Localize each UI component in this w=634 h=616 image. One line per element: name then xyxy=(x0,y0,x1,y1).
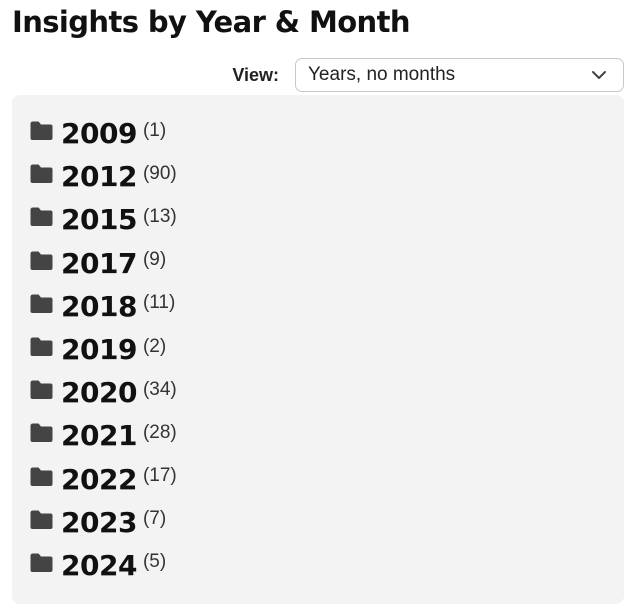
year-count: (9) xyxy=(142,249,167,271)
year-count: (13) xyxy=(142,205,177,227)
year-label: 2015 xyxy=(61,203,137,237)
year-count: (34) xyxy=(142,378,177,400)
folder-icon xyxy=(30,294,53,313)
view-select-dropdown[interactable]: Years, no months xyxy=(295,58,624,92)
year-item[interactable]: 2018 (11) xyxy=(29,285,624,328)
year-item[interactable]: 2022 (17) xyxy=(29,458,624,501)
year-label: 2017 xyxy=(61,246,137,280)
year-label: 2024 xyxy=(61,548,137,582)
folder-icon xyxy=(30,164,53,184)
year-count: (17) xyxy=(142,465,177,487)
year-count: (5) xyxy=(142,551,167,573)
folder-icon xyxy=(30,337,53,357)
year-label: 2020 xyxy=(61,376,137,410)
year-item[interactable]: 2017 (9) xyxy=(29,242,624,285)
year-count: (28) xyxy=(142,421,177,443)
year-item[interactable]: 2009 (1) xyxy=(29,112,624,155)
year-label: 2023 xyxy=(61,505,137,539)
folder-icon xyxy=(30,467,53,486)
folder-icon xyxy=(30,207,53,227)
year-count: (1) xyxy=(142,119,167,141)
year-count: (90) xyxy=(142,162,177,184)
folder-icon xyxy=(30,510,53,529)
year-label: 2018 xyxy=(61,289,137,323)
year-label: 2021 xyxy=(61,419,137,453)
year-item[interactable]: 2020 (34) xyxy=(29,371,624,414)
year-label: 2022 xyxy=(61,462,137,496)
folder-icon xyxy=(30,380,53,400)
year-item[interactable]: 2012 (90) xyxy=(29,155,624,198)
chevron-down-icon xyxy=(592,71,606,79)
folder-icon xyxy=(30,553,53,572)
year-archive-panel: 2009 (1) 2012 (90) 2015 (13) 2017 (9) 20… xyxy=(12,95,624,604)
year-item[interactable]: 2021 (28) xyxy=(29,414,624,457)
view-label: View: xyxy=(232,64,279,85)
year-label: 2009 xyxy=(61,117,137,151)
view-selector: View: Years, no months xyxy=(232,57,624,93)
year-label: 2019 xyxy=(61,333,137,367)
year-label: 2012 xyxy=(61,160,137,194)
year-count: (7) xyxy=(142,508,167,530)
folder-icon xyxy=(30,121,53,141)
page-title: Insights by Year & Month xyxy=(12,5,411,39)
folder-icon xyxy=(30,423,53,443)
year-item[interactable]: 2023 (7) xyxy=(29,501,624,544)
year-item[interactable]: 2024 (5) xyxy=(29,544,624,587)
folder-icon xyxy=(30,251,53,270)
year-count: (11) xyxy=(142,292,176,314)
year-item[interactable]: 2015 (13) xyxy=(29,198,624,241)
view-select-value: Years, no months xyxy=(308,64,456,85)
year-count: (2) xyxy=(142,335,167,357)
year-item[interactable]: 2019 (2) xyxy=(29,328,624,371)
year-list: 2009 (1) 2012 (90) 2015 (13) 2017 (9) 20… xyxy=(29,112,624,587)
